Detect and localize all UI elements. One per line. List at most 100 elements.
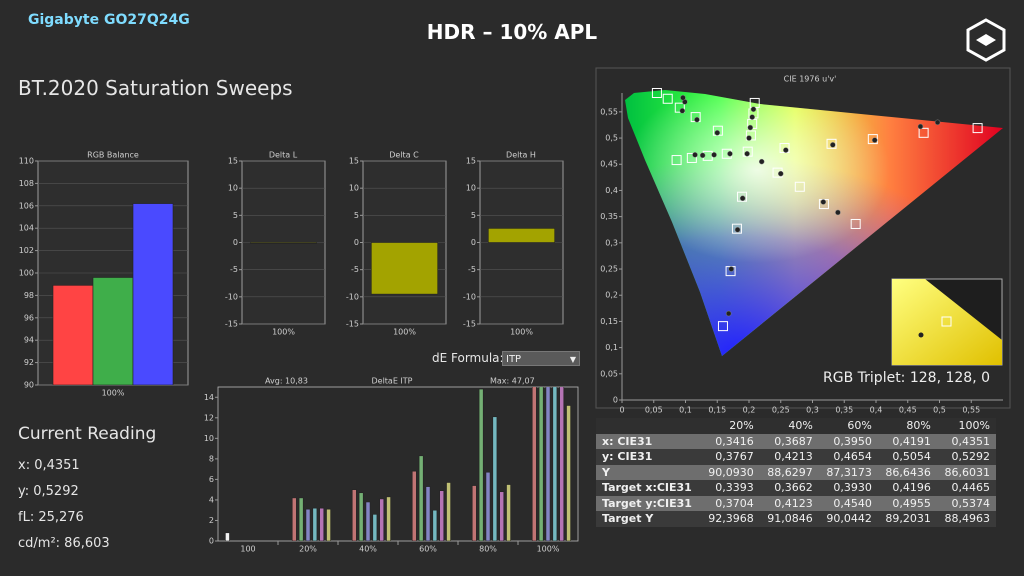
table-cell: 0,4654 [818,449,878,465]
measured-point [680,94,686,101]
table-cell: x: CIE31 [596,433,701,449]
x-tick-label: 100 [240,545,255,554]
measured-point [699,152,706,159]
bar [250,242,318,244]
y-tick-label: 98 [24,291,34,300]
x-tick-label: 0,25 [772,406,790,415]
reading-line: y: 0,5292 [18,484,79,499]
bar [552,387,558,541]
y-tick-label: 2 [209,516,214,525]
table-cell: 0,3416 [700,433,760,449]
table-cell: 80% [877,418,937,434]
measured-point [871,137,878,143]
y-tick-label: -15 [225,320,238,329]
annotation: Max: 47,07 [490,377,535,386]
x-tick-label: 0,05 [645,406,663,415]
measured-point [747,124,754,131]
table-cell: 91,0846 [759,511,819,527]
measured-point [750,106,757,112]
table-cell: 89,2031 [877,511,937,527]
target-point [918,127,929,138]
bar [487,228,555,243]
table-cell: 0,4213 [759,449,819,465]
y-tick-label: 0,2 [605,291,618,300]
formula-dropdown[interactable]: ITP ▼ [502,351,580,366]
target-point [731,223,742,234]
bar [365,501,371,541]
y-tick-label: 96 [24,313,34,322]
y-tick-label: 10 [204,434,214,443]
y-tick-label: 0,25 [600,265,618,274]
bar [499,491,505,541]
target-point [972,123,983,134]
table-cell: Y [596,464,701,480]
target-point [826,138,837,149]
bar [566,405,571,541]
chart-title: Delta L [269,151,298,160]
table-cell: 90,0930 [700,464,760,480]
reading-line: cd/m²: 86,603 [18,536,110,551]
bar [545,387,551,541]
bar [372,514,378,541]
logo [966,18,1006,62]
plot-marks [487,228,555,243]
table-cell: 86,6031 [936,464,996,480]
bar [351,489,357,541]
bar [439,490,445,541]
measured-point [778,170,784,177]
y-tick-label: 10 [228,184,238,193]
measured-point [917,123,924,130]
table-row: Target Y 92,3968 91,0846 90,0442 89,2031 88,4… [596,511,996,527]
bar [92,277,134,385]
measured-point [734,226,741,233]
measured-point [835,209,841,216]
table-cell: y: CIE31 [596,449,701,465]
target-point [717,321,728,332]
measured-point [725,310,732,317]
y-tick-label: 110 [19,157,34,166]
measured-point [694,116,700,123]
table-header: 20% 40% 60% 80% 100% [596,418,996,434]
bar [370,242,438,295]
inset-target [941,316,952,327]
bar [386,496,391,541]
table-cell: 0,4123 [759,495,819,511]
measured-point [783,147,789,153]
y-tick-label: -10 [346,292,359,301]
y-tick-label: 8 [209,454,214,463]
plot-marks [52,203,174,385]
table-cell: 0,5054 [877,449,937,465]
y-tick-label: 92 [24,358,34,367]
bar [379,498,385,541]
target-point [671,155,682,166]
target-point [737,191,748,202]
formula-label: dE Formula: [432,351,504,365]
table-cell: 0,3662 [759,480,819,496]
inset-label: RGB Triplet: 128, 128, 0 [823,370,990,386]
bar [411,470,417,541]
inset-measured [918,332,924,338]
chart-title: Delta C [389,151,419,160]
locus-white [625,90,1003,356]
y-tick-label: 5 [233,211,238,220]
chart-title: CIE 1976 u'v' [784,75,837,84]
y-tick-label: 0 [613,396,618,405]
measured-point [739,195,746,202]
table-row: Target y:CIE31 0,3704 0,4123 0,4540 0,4955 0,… [596,495,996,511]
y-tick-label: 5 [354,211,359,220]
target-point [686,152,697,163]
reading-lines: x: 0,4351 y: 0,5292 fL: 25,276 cd/m²: 86… [18,453,110,557]
x-tick-label: 100% [272,328,295,337]
x-tick-label: 0,1 [679,406,692,415]
y-tick-label: 15 [349,157,359,166]
bar [425,486,431,541]
x-tick-label: 40% [359,545,377,554]
table-cell: 40% [759,418,819,434]
bar [478,388,484,541]
table-cell: 0,3767 [700,449,760,465]
y-tick-label: 0 [471,238,476,247]
table-cell: 100% [936,418,996,434]
table-cell: Target y:CIE31 [596,495,701,511]
target-point [850,218,861,229]
measured-point [820,199,827,205]
